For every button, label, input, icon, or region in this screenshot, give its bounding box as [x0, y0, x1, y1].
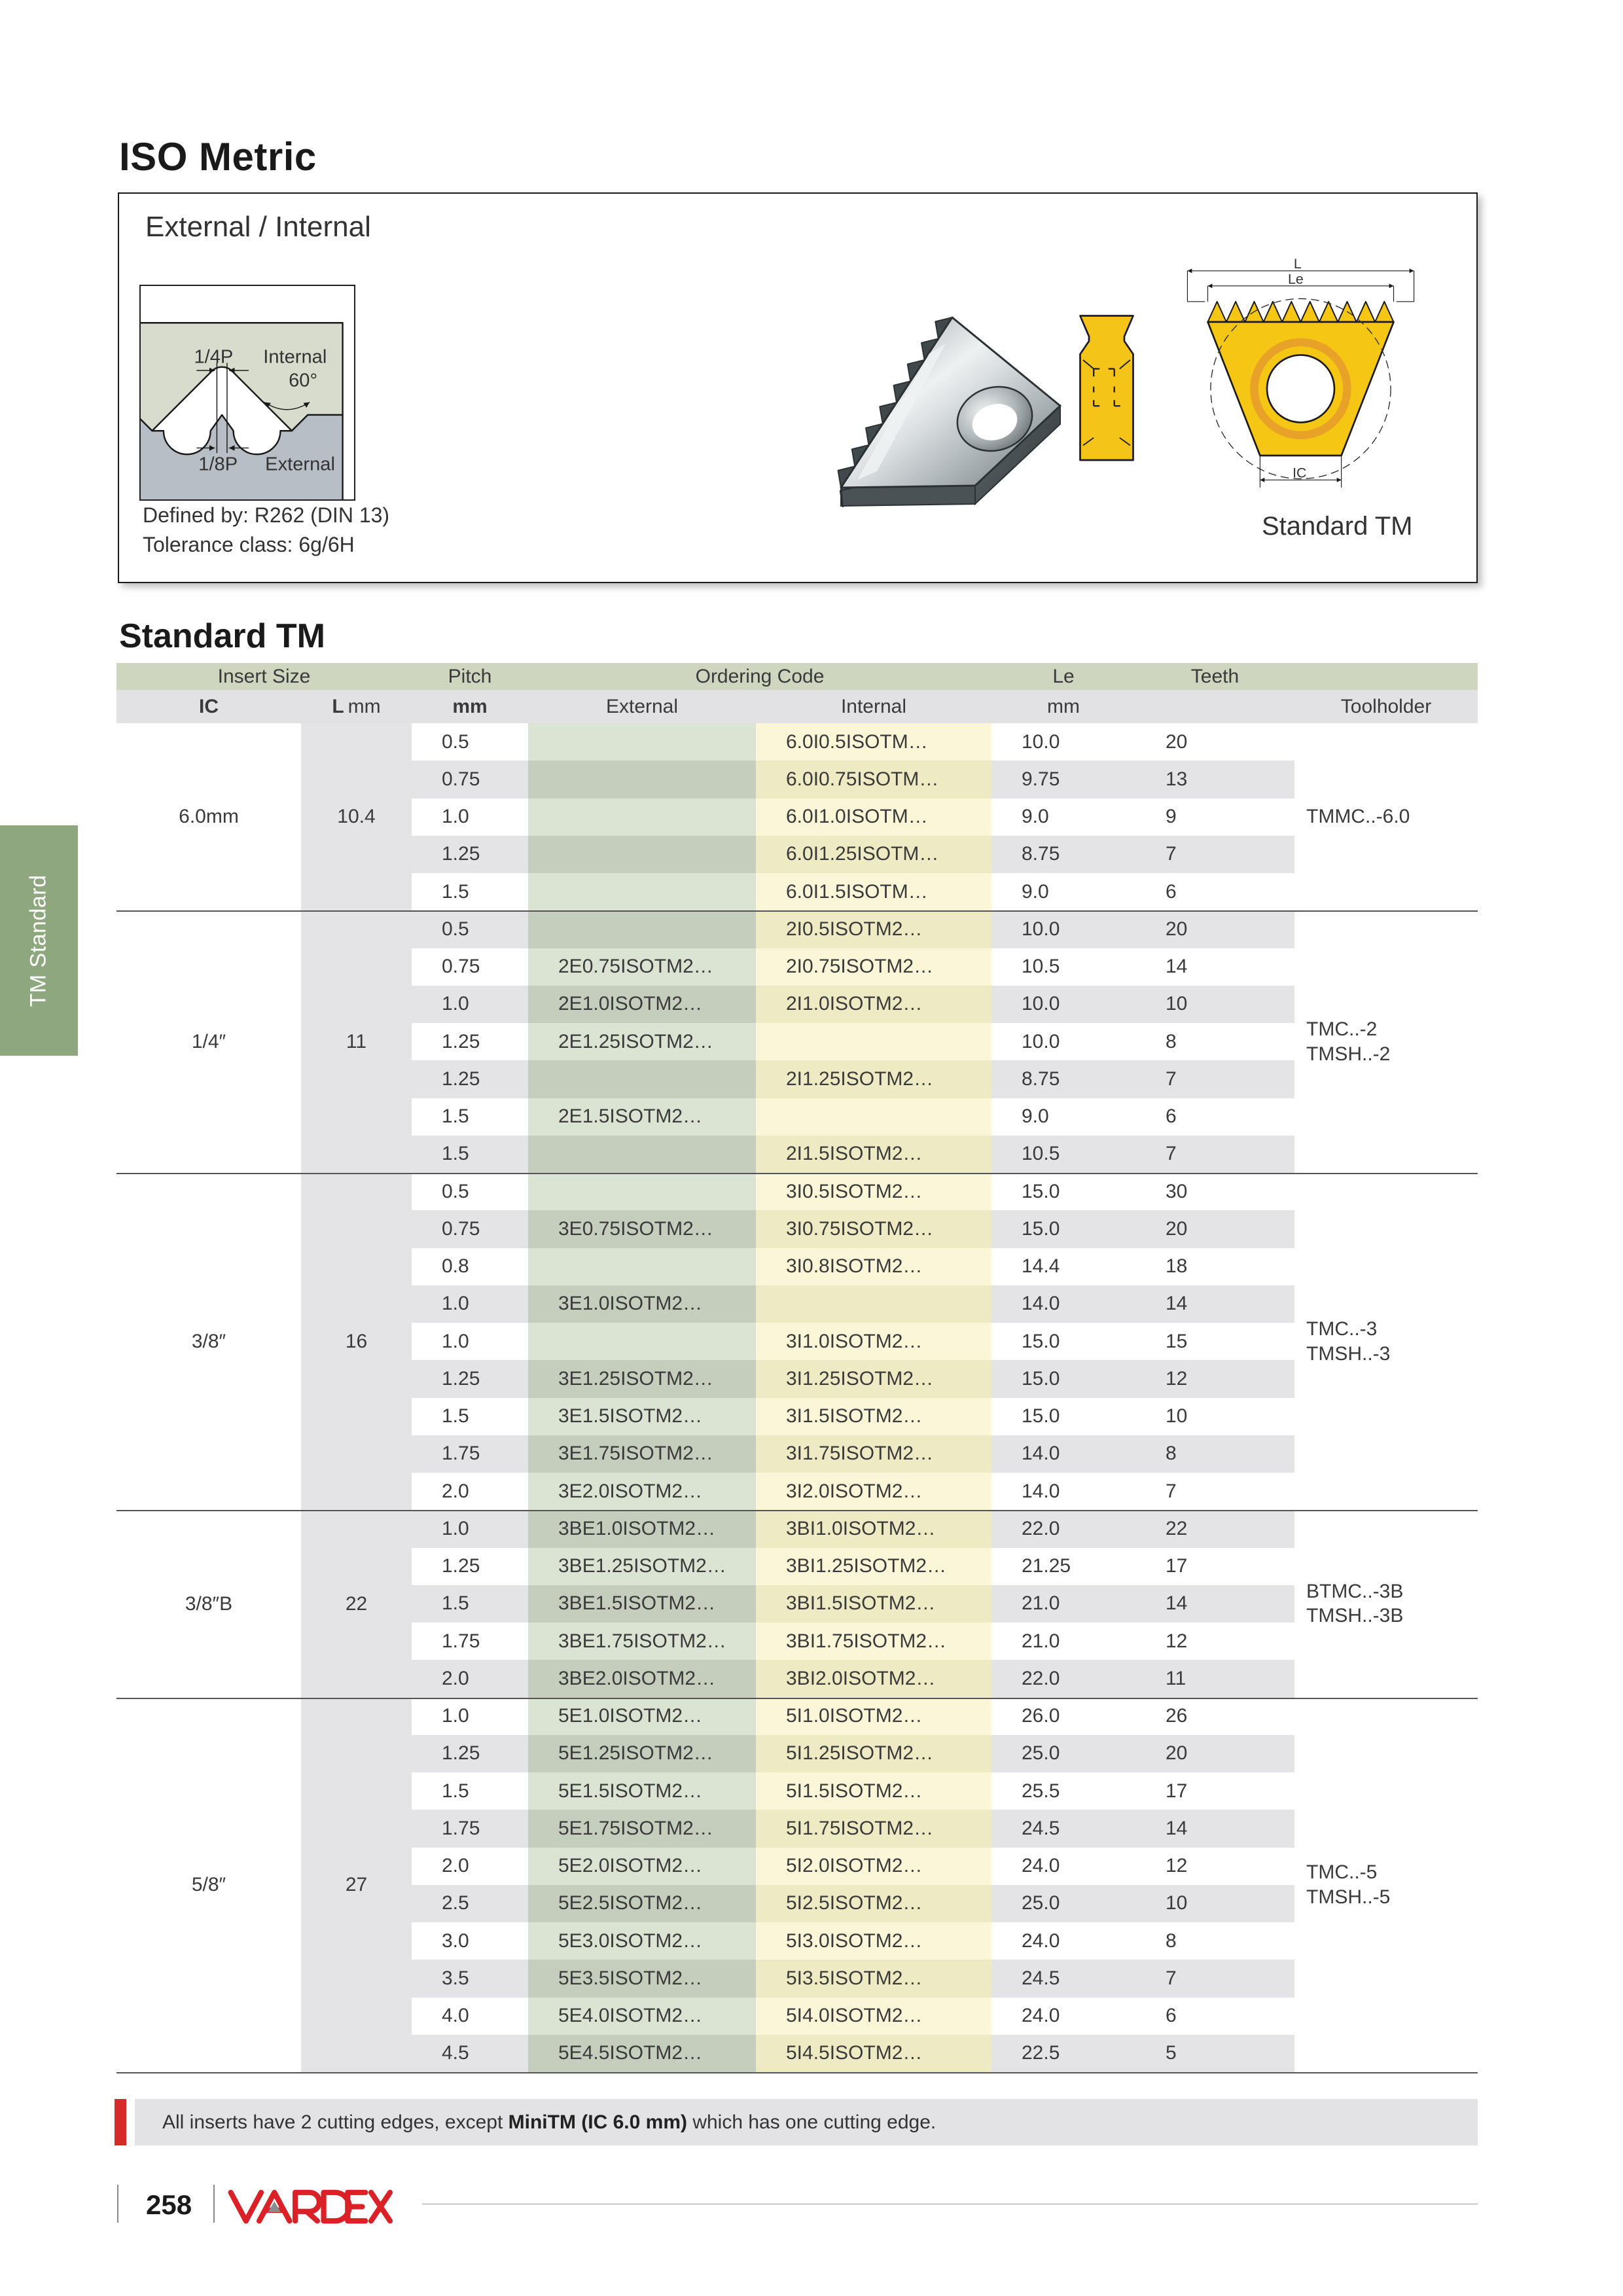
svg-text:60°: 60°	[289, 370, 317, 391]
svg-text:L: L	[1294, 257, 1302, 272]
svg-text:External: External	[265, 454, 335, 475]
svg-text:Le: Le	[1288, 271, 1304, 287]
svg-text:1/8P: 1/8P	[198, 454, 238, 475]
svg-text:Internal: Internal	[263, 346, 327, 367]
svg-text:IC: IC	[1293, 465, 1306, 481]
